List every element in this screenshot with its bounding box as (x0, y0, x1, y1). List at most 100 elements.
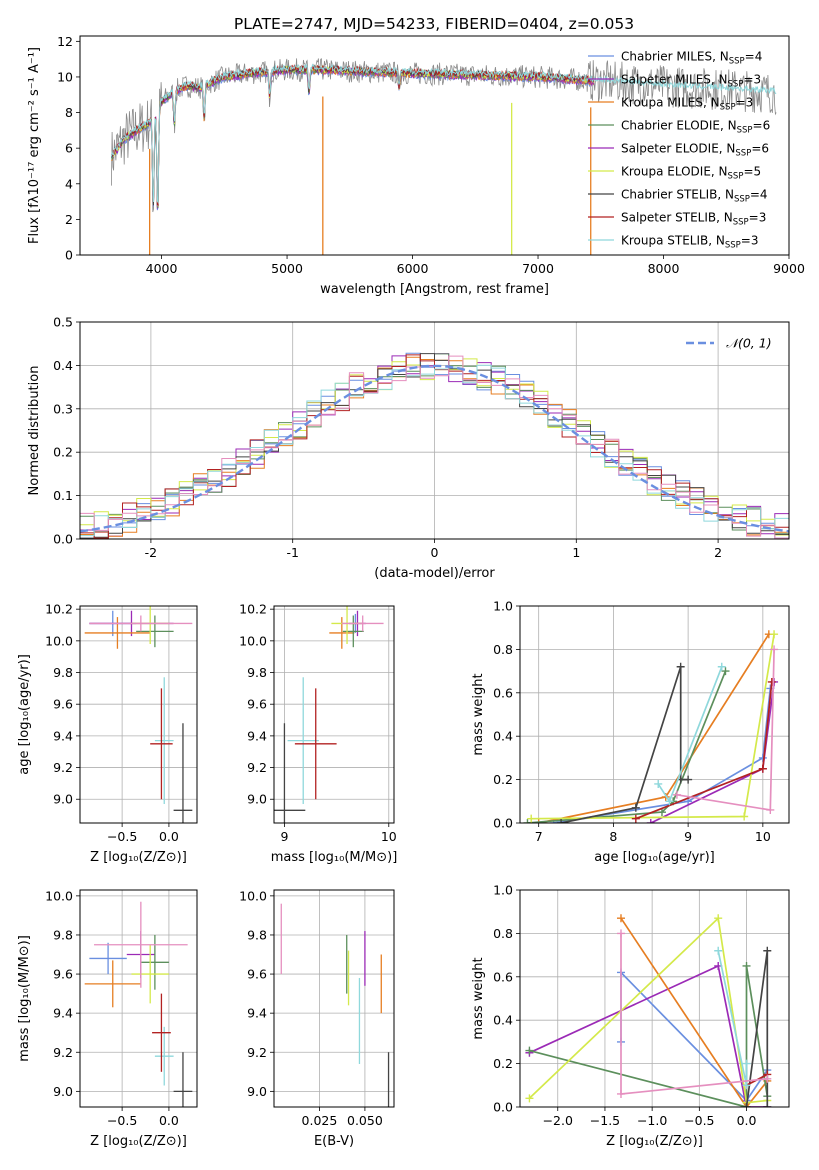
age-weight-series-marker-4-2 (770, 630, 779, 639)
z-weight-xtick-label-3: −0.5 (684, 1113, 714, 1128)
z-mass-ytick-label-2: 9.4 (53, 1006, 73, 1021)
legend-sub-2: SSP (720, 103, 736, 113)
z-age-xtick-label-1: 0.0 (159, 829, 179, 844)
z-weight-series-marker-7-2 (742, 1059, 751, 1068)
figure-title: PLATE=2747, MJD=54233, FIBERID=0404, z=0… (234, 15, 634, 33)
z-weight-series-marker-3-2 (742, 961, 751, 970)
z-age-ylabel: age [log₁₀(age/yr)] (17, 654, 32, 775)
age-weight-series-marker-5-0 (557, 819, 566, 823)
age-weight-series-line-7 (657, 666, 723, 804)
residuals-ytick-label-5: 0.5 (53, 315, 73, 330)
z-weight-xtick-label-4: 0.0 (737, 1113, 757, 1128)
mass-age-frame (273, 605, 395, 824)
age-weight-series-marker-7-0 (654, 779, 663, 788)
legend-suffix-1: =3 (743, 73, 761, 87)
legend-entry-1: Salpeter MILES, NSSP=3 (621, 73, 761, 90)
spectrum-xlabel: wavelength [Angstrom, rest frame] (320, 282, 549, 297)
age-weight-frame (519, 605, 790, 824)
z-weight-series-line-8 (620, 933, 768, 1095)
residual-legend-label: 𝒩(0, 1) (726, 336, 772, 351)
age-weight-series-marker-8-0 (672, 790, 681, 799)
z-weight-series-marker-8-1 (616, 1089, 625, 1098)
z-weight-series-line-4 (528, 916, 768, 1104)
z-mass-ytick-label-1: 9.2 (53, 1045, 73, 1060)
residuals-xtick-label-4: 2 (714, 545, 722, 560)
legend-suffix-0: =4 (745, 50, 763, 64)
legend-entry-3: Chabrier ELODIE, NSSP=6 (621, 119, 770, 136)
z-weight-series-marker-5-0 (742, 1103, 751, 1107)
mass-age-plot-area (274, 606, 384, 823)
z-weight-ytick-label-5: 1.0 (493, 883, 513, 898)
z-mass-plot-area (84, 901, 193, 1107)
z-weight-series-marker-8-2 (763, 1074, 772, 1083)
age-weight-series-line-4 (531, 634, 775, 820)
z-weight-series-marker-5-2 (763, 1103, 772, 1107)
residuals-panel: -2 -1 0 1 2 0.0 0.1 0.2 0.3 0.4 0.5 (data-model)/er… (27, 315, 790, 581)
age-weight-series-marker-8-2 (770, 645, 779, 654)
age-weight-series-marker-5-1 (631, 803, 640, 812)
age-weight-plot-area (523, 630, 779, 823)
z-age-panel: −0.5 0.0 9.0 9.2 9.4 9.6 9.8 10.0 10.2 Z [log₁₀(Z… (17, 602, 198, 865)
age-weight-series-line-3 (527, 670, 727, 823)
legend-suffix-7: =3 (749, 211, 767, 225)
age-weight-series-marker-5-4 (684, 775, 693, 784)
age-weight-xtick-label-2: 9 (684, 829, 692, 844)
legend-suffix-3: =6 (753, 119, 771, 133)
z-weight-ytick-label-0: 0.0 (493, 1100, 513, 1115)
z-weight-series-marker-7-1 (742, 1081, 751, 1090)
z-mass-ytick-label-5: 10.0 (45, 888, 73, 903)
age-weight-series-marker-4-1 (740, 812, 749, 821)
legend-sub-7: SSP (733, 218, 749, 228)
ebv-mass-ytick-label-4: 9.8 (247, 927, 267, 942)
spectrum-ylabel: Flux [fλ10⁻¹⁷ erg cm⁻² s⁻¹ A⁻¹] (27, 47, 42, 244)
age-weight-series-marker-2-0 (534, 819, 543, 823)
legend-entry-8: Kroupa STELIB, NSSP=3 (621, 234, 759, 251)
z-weight-series-marker-7-0 (714, 946, 723, 955)
legend-suffix-4: =6 (751, 142, 769, 156)
z-age-xtick-label-0: −0.5 (107, 829, 137, 844)
age-weight-series-marker-5-2 (676, 662, 685, 671)
residuals-ytick-label-3: 0.3 (53, 401, 73, 416)
z-weight-series-marker-8-0 (616, 929, 625, 938)
legend-sub-4: SSP (735, 149, 751, 159)
residuals-xtick-label-2: 0 (431, 545, 439, 560)
z-mass-ytick-label-4: 9.8 (53, 927, 73, 942)
residuals-ytick-label-2: 0.2 (53, 445, 73, 460)
z-weight-ylabel: mass weight (471, 957, 486, 1039)
spectrum-ytick-label-5: 10 (57, 69, 73, 84)
z-weight-xtick-label-2: −1.0 (637, 1113, 667, 1128)
legend-entry-2: Kroupa MILES, NSSP=3 (621, 96, 753, 113)
spectrum-ytick-label-4: 8 (65, 105, 73, 120)
ebv-mass-ytick-label-1: 9.2 (247, 1045, 267, 1060)
spectrum-plot-area (110, 58, 777, 255)
residuals-ytick-label-4: 0.4 (53, 358, 73, 373)
age-weight-xlabel: age [log₁₀(age/yr)] (594, 850, 715, 865)
z-mass-xlabel: Z [log₁₀(Z/Z⊙)] (90, 1134, 187, 1149)
ebv-mass-ytick-label-0: 9.0 (247, 1084, 267, 1099)
mass-age-ytick-label-5: 10.0 (239, 633, 267, 648)
z-mass-frame (79, 889, 198, 1108)
legend-sub-0: SSP (729, 57, 745, 67)
age-weight-series-marker-6-1 (758, 764, 767, 773)
residuals-plot-area (80, 352, 789, 539)
residuals-xlabel: (data-model)/error (374, 566, 495, 581)
spectrum-model-line-7 (111, 64, 595, 207)
spectrum-ytick-label-6: 12 (57, 34, 73, 49)
age-weight-series-line-2 (538, 633, 770, 823)
mass-age-xtick-label-0: 9 (280, 829, 288, 844)
z-weight-plot-area (525, 914, 772, 1107)
legend-label-6: Chabrier STELIB, N (621, 188, 734, 202)
age-weight-series-marker-3-1 (657, 808, 666, 817)
age-weight-xtick-label-3: 10 (755, 829, 771, 844)
z-weight-ytick-label-1: 0.2 (493, 1056, 513, 1071)
legend-label-7: Salpeter STELIB, N (621, 211, 733, 225)
normal-curve-line (80, 364, 789, 533)
legend-label-1: Salpeter MILES, N (621, 73, 728, 87)
residuals-ytick-label-0: 0.0 (53, 532, 73, 547)
spectrum-xtick-label-0: 4000 (146, 261, 178, 276)
residuals-ytick-label-1: 0.1 (53, 488, 73, 503)
legend-suffix-8: =3 (741, 234, 759, 248)
legend-sub-3: SSP (737, 126, 753, 136)
spectrum-ytick-label-1: 2 (65, 212, 73, 227)
